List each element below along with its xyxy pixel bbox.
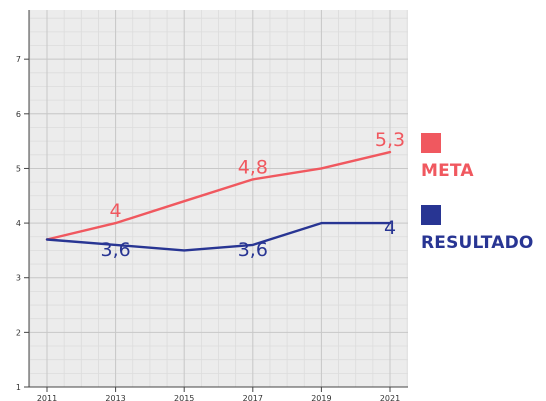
x-tick-label: 2021 bbox=[380, 394, 400, 401]
data-label-meta: 5,3 bbox=[375, 129, 405, 151]
legend-label-meta: META bbox=[421, 161, 474, 181]
y-tick-label: 3 bbox=[16, 274, 21, 283]
y-tick-label: 2 bbox=[16, 328, 21, 337]
axes: 1 2 3 4 5 6 7 2011 2013 2015 2017 2019 2021 bbox=[16, 10, 408, 401]
data-label-meta: 4 bbox=[110, 200, 122, 222]
x-tick-label: 2011 bbox=[37, 394, 57, 401]
data-label-resultado: 3,6 bbox=[100, 239, 130, 261]
y-tick-label: 6 bbox=[16, 110, 21, 119]
y-tick-label: 5 bbox=[16, 164, 21, 173]
x-tick-label: 2017 bbox=[243, 394, 263, 401]
data-label-resultado: 4 bbox=[384, 217, 396, 239]
y-tick-label: 4 bbox=[16, 219, 21, 228]
legend-swatch-meta bbox=[421, 133, 441, 153]
x-tick-label: 2013 bbox=[105, 394, 125, 401]
x-tick-label: 2015 bbox=[174, 394, 194, 401]
legend-label-resultado: RESULTADO bbox=[421, 233, 534, 253]
legend-item-resultado: RESULTADO bbox=[421, 205, 534, 253]
legend-swatch-resultado bbox=[421, 205, 441, 225]
series-line-meta bbox=[45, 150, 392, 241]
series-line-resultado bbox=[45, 221, 392, 252]
grid bbox=[29, 10, 408, 388]
y-tick-label: 1 bbox=[16, 383, 21, 392]
y-tick-label: 7 bbox=[16, 55, 21, 64]
data-label-meta: 4,8 bbox=[238, 156, 268, 178]
legend: META bbox=[421, 133, 474, 181]
x-tick-label: 2019 bbox=[311, 394, 331, 401]
data-label-resultado: 3,6 bbox=[238, 239, 268, 261]
